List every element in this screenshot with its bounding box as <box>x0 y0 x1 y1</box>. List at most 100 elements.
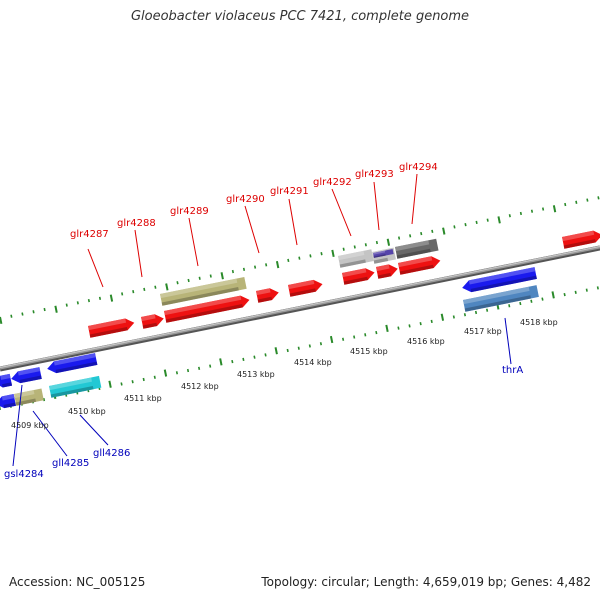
major-tick <box>551 291 555 299</box>
feature-gll4285 <box>11 367 42 384</box>
gene-label-glr4294[interactable]: glr4294 <box>399 162 438 173</box>
minor-tick <box>475 220 478 225</box>
minor-tick <box>143 287 146 292</box>
major-tick <box>0 316 3 325</box>
gene-label-glr4288[interactable]: glr4288 <box>117 218 156 229</box>
feature-glr4292 <box>342 268 375 285</box>
minor-tick <box>287 258 290 263</box>
major-tick <box>109 294 114 302</box>
minor-tick <box>508 304 511 308</box>
minor-tick <box>98 296 102 300</box>
gene-label-gsl4284[interactable]: gsl4284 <box>4 469 44 480</box>
minor-tick <box>430 319 433 324</box>
minor-tick <box>453 225 456 229</box>
minor-tick <box>298 256 301 260</box>
minor-tick <box>153 375 156 379</box>
feature-blue-left <box>0 373 13 388</box>
minor-tick <box>431 229 434 233</box>
major-tick <box>219 358 223 366</box>
scale-label: 4515 kbp <box>350 347 388 356</box>
gene-label-glr4287[interactable]: glr4287 <box>70 229 109 240</box>
feature-blue-left-2 <box>0 394 16 409</box>
feature-gray-box <box>395 238 439 259</box>
map-title: Gloeobacter violaceus PCC 7421, complete… <box>130 9 470 24</box>
minor-tick <box>231 359 234 364</box>
minor-tick <box>574 290 577 294</box>
major-tick <box>331 249 335 258</box>
feature-silver-box <box>338 249 374 268</box>
scale-label: 4518 kbp <box>520 318 558 327</box>
minor-tick <box>342 337 345 341</box>
major-tick <box>329 335 334 344</box>
minor-tick <box>586 198 589 202</box>
topology-text: Topology: circular; Length: 4,659,019 bp… <box>261 575 591 589</box>
minor-tick <box>464 223 467 227</box>
feature-glr4293 <box>376 264 398 279</box>
minor-tick <box>87 298 90 303</box>
minor-tick <box>76 301 79 305</box>
minor-tick <box>541 297 544 301</box>
gene-features <box>0 230 600 409</box>
gene-label-gll4286[interactable]: gll4286 <box>93 448 130 459</box>
gene-label-glr4293[interactable]: glr4293 <box>355 169 394 180</box>
minor-tick <box>198 276 201 280</box>
minor-tick <box>364 333 367 337</box>
minor-tick <box>186 368 190 373</box>
gene-label-glr4292[interactable]: glr4292 <box>313 177 352 188</box>
minor-tick <box>198 366 201 370</box>
minor-tick <box>519 301 522 306</box>
major-tick <box>552 205 557 213</box>
minor-tick <box>264 353 267 357</box>
feature-cyan-box <box>49 375 102 398</box>
genome-backbone <box>0 245 600 372</box>
minor-tick <box>486 308 489 312</box>
minor-tick <box>353 335 356 339</box>
gene-label-glr4291[interactable]: glr4291 <box>270 186 309 197</box>
gene-label-glr4290[interactable]: glr4290 <box>226 194 265 205</box>
major-tick <box>108 380 112 388</box>
minor-tick <box>452 315 455 319</box>
minor-tick <box>242 267 246 271</box>
minor-tick <box>297 346 300 350</box>
minor-tick <box>596 286 599 290</box>
minor-tick <box>597 196 600 200</box>
label-leaders <box>12 173 512 467</box>
feature-gsl4284 <box>14 388 44 406</box>
feature-khaki-box <box>160 276 247 306</box>
major-tick <box>274 347 278 355</box>
feature-glr4291 <box>288 279 323 297</box>
minor-tick <box>375 240 378 245</box>
minor-tick <box>209 364 212 368</box>
feature-glr4290 <box>256 288 279 303</box>
minor-tick <box>209 274 212 278</box>
minor-tick <box>319 342 323 346</box>
minor-tick <box>409 234 412 238</box>
gene-label-glr4289[interactable]: glr4289 <box>170 206 209 217</box>
major-tick <box>497 216 501 224</box>
minor-tick <box>585 288 588 292</box>
feature-gll4286 <box>47 353 98 374</box>
minor-tick <box>463 313 467 317</box>
scale-label: 4509 kbp <box>11 421 49 430</box>
minor-tick <box>397 326 400 330</box>
gene-label-gll4285[interactable]: gll4285 <box>52 458 89 469</box>
minor-tick <box>286 348 289 353</box>
minor-tick <box>408 324 411 328</box>
minor-tick <box>131 380 134 384</box>
scale-label: 4510 kbp <box>68 407 106 416</box>
major-tick <box>275 260 280 269</box>
feature-glr4287 <box>88 318 135 338</box>
minor-tick <box>342 247 345 251</box>
minor-tick <box>21 312 24 316</box>
minor-tick <box>121 292 124 296</box>
feature-red-edge <box>562 230 600 249</box>
scale-label: 4514 kbp <box>294 358 332 367</box>
scale-label: 4517 kbp <box>464 327 502 336</box>
minor-tick <box>364 243 367 247</box>
minor-tick <box>253 265 257 269</box>
major-tick <box>442 227 446 235</box>
minor-tick <box>32 310 35 314</box>
accession-text: Accession: NC_005125 <box>9 575 146 589</box>
minor-tick <box>308 344 311 348</box>
gene-label-thrA[interactable]: thrA <box>502 365 523 376</box>
